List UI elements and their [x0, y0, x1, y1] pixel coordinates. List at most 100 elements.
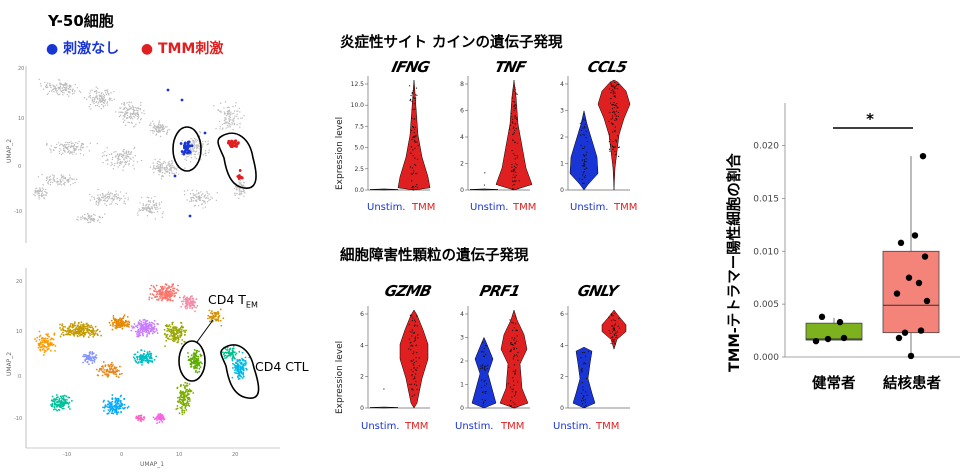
- cluster-cell-dot: [42, 347, 45, 350]
- gray-cell-dot: [111, 193, 114, 195]
- gray-cell-dot: [72, 142, 74, 144]
- gray-cell-dot: [101, 95, 103, 97]
- cluster-cell-dot: [67, 327, 70, 330]
- gray-cell-dot: [152, 199, 155, 202]
- cluster-cell-dot: [228, 353, 231, 356]
- cluster-cell-dot: [210, 315, 213, 318]
- cluster-cell-dot: [198, 367, 201, 370]
- cluster-cell-dot: [99, 367, 101, 370]
- cluster-cell-dot: [209, 316, 212, 319]
- gray-cell-dot: [98, 98, 101, 100]
- violin-point: [609, 143, 612, 146]
- gray-cell-dot: [112, 199, 114, 201]
- violin-point: [582, 172, 585, 174]
- gray-cell-dot: [69, 176, 71, 179]
- cluster-cell-dot: [140, 356, 143, 358]
- gray-cell-dot: [57, 184, 59, 186]
- gray-cell-dot: [127, 108, 130, 111]
- cluster-cell-dot: [117, 376, 120, 379]
- violin-point: [610, 92, 612, 94]
- gray-cell-dot: [132, 108, 134, 110]
- cluster-cell-dot: [225, 356, 228, 359]
- gray-cell-dot: [146, 207, 148, 209]
- violin-point: [512, 127, 515, 129]
- violin-point: [411, 129, 413, 132]
- unstim-cell-dot: [203, 131, 207, 135]
- gray-cell-dot: [103, 94, 106, 97]
- cluster-cell-dot: [194, 357, 197, 360]
- gray-cell-dot: [126, 110, 128, 112]
- gray-cell-dot: [162, 211, 164, 213]
- gray-cell-dot: [68, 84, 71, 87]
- gray-cell-dot: [158, 165, 160, 168]
- cluster-cell-dot: [165, 339, 168, 342]
- gray-cell-dot: [64, 177, 67, 179]
- cluster-cell-dot: [55, 396, 58, 399]
- cluster-cell-dot: [92, 332, 95, 335]
- cluster-cell-dot: [87, 355, 89, 358]
- violin-point: [412, 185, 414, 188]
- gray-cell-dot: [159, 167, 161, 169]
- cluster-cell-dot: [167, 295, 169, 298]
- gray-cell-dot: [55, 87, 57, 90]
- tmm-cell-dot: [233, 141, 237, 145]
- cluster-cell-dot: [167, 290, 169, 293]
- cluster-cell-dot: [164, 345, 166, 348]
- gray-cell-dot: [140, 196, 143, 199]
- violin-point: [509, 386, 512, 388]
- cluster-cell-dot: [49, 344, 51, 347]
- cluster-cell-dot: [68, 329, 71, 332]
- violin-point: [415, 357, 417, 359]
- gray-cell-dot: [155, 128, 157, 131]
- cluster-cell-dot: [229, 355, 232, 357]
- cluster-cell-dot: [169, 299, 172, 302]
- violin-point: [580, 392, 583, 394]
- cluster-cell-dot: [59, 395, 62, 398]
- violin-point: [413, 128, 416, 130]
- violin-point: [408, 85, 411, 87]
- violin-point: [614, 343, 617, 345]
- gray-cell-dot: [68, 144, 70, 146]
- cluster-cell-dot: [186, 305, 188, 307]
- gray-cell-dot: [38, 78, 40, 81]
- violin-point: [413, 332, 415, 335]
- gray-cell-dot: [145, 206, 147, 208]
- gray-cell-dot: [128, 104, 130, 106]
- gray-cell-dot: [168, 175, 171, 177]
- gray-cell-dot: [240, 190, 242, 192]
- gray-cell-dot: [42, 184, 44, 186]
- violin-point: [409, 330, 411, 333]
- gray-cell-dot: [225, 118, 227, 120]
- cluster-cell-dot: [223, 352, 226, 354]
- violin-point: [510, 348, 513, 351]
- violin-tick-label: 5.0: [354, 145, 364, 152]
- gray-cell-dot: [91, 100, 94, 102]
- cluster-cell-dot: [176, 405, 179, 407]
- violin-point: [512, 329, 514, 332]
- violin-point: [511, 163, 513, 166]
- violin-point: [616, 88, 618, 90]
- gray-cell-dot: [64, 146, 66, 149]
- gray-cell-dot: [91, 98, 93, 100]
- gray-cell-dot: [60, 82, 62, 84]
- cluster-cell-dot: [184, 391, 187, 394]
- gray-cell-dot: [59, 147, 61, 150]
- gray-cell-dot: [194, 199, 196, 201]
- cluster-cell-dot: [236, 359, 239, 361]
- cluster-cell-dot: [118, 326, 121, 329]
- gray-cell-dot: [128, 150, 130, 153]
- cluster-cell-dot: [185, 395, 188, 398]
- gray-cell-dot: [164, 172, 166, 175]
- cluster-cell-dot: [230, 353, 233, 356]
- gray-cell-dot: [230, 111, 232, 113]
- violin-point: [512, 133, 514, 135]
- cluster-cell-dot: [195, 351, 198, 354]
- cluster-cell-dot: [188, 305, 191, 307]
- gray-cell-dot: [131, 112, 133, 115]
- violin-point: [583, 158, 585, 161]
- cluster-cell-dot: [109, 324, 112, 327]
- gray-cell-dot: [163, 130, 165, 133]
- cluster-cell-dot: [190, 354, 193, 357]
- gray-cell-dot: [215, 199, 218, 202]
- violin-point: [417, 337, 419, 339]
